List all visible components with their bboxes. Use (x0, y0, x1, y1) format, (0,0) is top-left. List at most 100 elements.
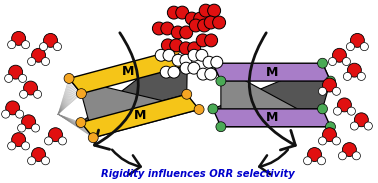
Circle shape (76, 117, 86, 128)
Polygon shape (69, 79, 199, 138)
Circle shape (346, 43, 355, 51)
Circle shape (39, 43, 48, 51)
Circle shape (182, 60, 192, 70)
Circle shape (347, 63, 361, 77)
Circle shape (9, 65, 23, 79)
Circle shape (180, 54, 192, 66)
Circle shape (350, 33, 364, 47)
Circle shape (189, 19, 202, 32)
Circle shape (32, 147, 45, 161)
Circle shape (19, 74, 27, 82)
Circle shape (199, 4, 212, 17)
FancyArrowPatch shape (249, 33, 295, 150)
Circle shape (172, 54, 184, 66)
Polygon shape (213, 63, 330, 109)
Circle shape (318, 87, 327, 95)
Circle shape (28, 157, 36, 165)
Circle shape (2, 110, 10, 118)
Circle shape (332, 137, 341, 145)
Circle shape (196, 34, 209, 47)
Circle shape (325, 122, 335, 132)
Circle shape (360, 43, 369, 51)
Circle shape (42, 157, 50, 165)
Circle shape (342, 143, 356, 156)
Circle shape (34, 90, 42, 98)
Circle shape (53, 43, 62, 51)
Circle shape (5, 74, 13, 82)
Polygon shape (81, 94, 199, 138)
Circle shape (333, 107, 341, 115)
FancyArrowPatch shape (112, 150, 141, 174)
Circle shape (45, 137, 53, 145)
Text: M: M (265, 111, 278, 124)
Circle shape (194, 104, 204, 114)
Circle shape (15, 110, 24, 118)
Circle shape (308, 147, 322, 161)
Circle shape (343, 72, 352, 81)
Circle shape (161, 39, 174, 52)
Circle shape (22, 41, 29, 49)
Circle shape (318, 104, 327, 114)
Circle shape (23, 81, 37, 95)
Circle shape (32, 48, 45, 62)
Circle shape (64, 73, 74, 83)
Circle shape (43, 33, 57, 47)
Circle shape (28, 57, 36, 66)
Circle shape (318, 137, 327, 145)
Circle shape (8, 142, 16, 150)
Circle shape (160, 66, 172, 78)
Circle shape (176, 6, 189, 19)
Circle shape (205, 68, 217, 80)
Circle shape (318, 58, 327, 68)
Circle shape (22, 142, 29, 150)
Circle shape (8, 41, 16, 49)
Text: Rigidity influences ORR selectivity: Rigidity influences ORR selectivity (101, 169, 295, 179)
Circle shape (338, 152, 347, 160)
Circle shape (48, 128, 62, 142)
Circle shape (347, 107, 355, 115)
Circle shape (163, 49, 175, 61)
Circle shape (188, 42, 201, 55)
Circle shape (168, 66, 180, 78)
Circle shape (161, 22, 174, 35)
Circle shape (196, 49, 208, 61)
Circle shape (216, 76, 226, 86)
Circle shape (170, 45, 180, 55)
Circle shape (170, 39, 183, 52)
Circle shape (179, 42, 192, 55)
Polygon shape (213, 63, 330, 81)
Circle shape (171, 26, 184, 39)
Circle shape (194, 12, 207, 25)
Polygon shape (213, 109, 330, 127)
Circle shape (328, 57, 336, 66)
Circle shape (352, 152, 361, 160)
Circle shape (12, 31, 26, 45)
Circle shape (197, 68, 209, 80)
Circle shape (338, 98, 352, 112)
Circle shape (208, 58, 218, 68)
FancyArrowPatch shape (259, 150, 288, 174)
Text: M: M (265, 66, 278, 79)
Circle shape (17, 124, 26, 132)
Circle shape (203, 56, 215, 68)
Polygon shape (213, 63, 330, 127)
Circle shape (322, 78, 336, 92)
Circle shape (198, 19, 211, 32)
Circle shape (188, 62, 200, 74)
Circle shape (182, 89, 192, 99)
Circle shape (364, 122, 372, 130)
Circle shape (357, 72, 366, 81)
Circle shape (204, 34, 218, 47)
Circle shape (211, 56, 223, 68)
Circle shape (20, 90, 28, 98)
Circle shape (322, 128, 336, 142)
Circle shape (22, 115, 36, 129)
Polygon shape (81, 50, 187, 123)
Polygon shape (69, 50, 187, 94)
Text: M: M (134, 109, 146, 122)
Circle shape (342, 57, 350, 66)
Circle shape (88, 133, 98, 143)
Circle shape (208, 4, 221, 17)
Circle shape (76, 89, 86, 99)
Circle shape (304, 157, 311, 165)
